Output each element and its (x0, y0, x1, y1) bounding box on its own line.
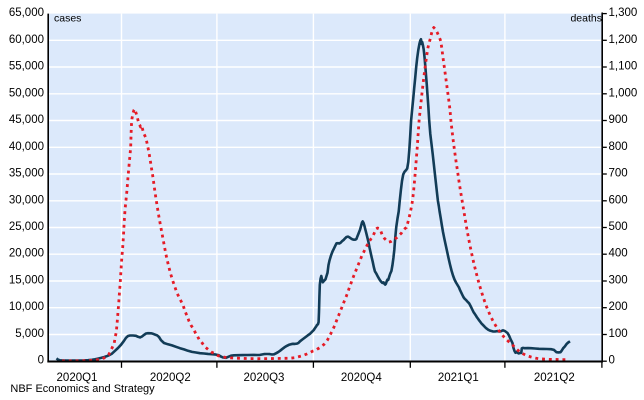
svg-text:55,000: 55,000 (9, 61, 44, 73)
svg-text:45,000: 45,000 (9, 114, 44, 126)
svg-text:15,000: 15,000 (9, 275, 44, 287)
svg-text:500: 500 (609, 221, 628, 233)
svg-text:0: 0 (38, 355, 44, 367)
svg-text:65,000: 65,000 (9, 7, 44, 19)
svg-text:300: 300 (609, 275, 628, 287)
svg-text:10,000: 10,000 (9, 301, 44, 313)
svg-text:1,300: 1,300 (609, 7, 638, 19)
svg-text:NBF Economics and Strategy: NBF Economics and Strategy (10, 383, 155, 395)
svg-text:2021Q1: 2021Q1 (438, 372, 479, 384)
svg-text:30,000: 30,000 (9, 194, 44, 206)
svg-text:1,100: 1,100 (609, 61, 638, 73)
svg-text:2021Q2: 2021Q2 (534, 372, 575, 384)
svg-text:deaths: deaths (570, 12, 602, 24)
svg-text:25,000: 25,000 (9, 221, 44, 233)
svg-text:100: 100 (609, 328, 628, 340)
svg-text:2020Q4: 2020Q4 (341, 372, 383, 384)
svg-text:1,200: 1,200 (609, 34, 638, 46)
svg-text:50,000: 50,000 (9, 87, 44, 99)
svg-text:700: 700 (609, 168, 628, 180)
svg-text:400: 400 (609, 248, 628, 260)
svg-text:2020Q1: 2020Q1 (57, 372, 98, 384)
svg-text:60,000: 60,000 (9, 34, 44, 46)
svg-text:2020Q2: 2020Q2 (150, 372, 191, 384)
svg-text:40,000: 40,000 (9, 141, 44, 153)
svg-text:2020Q3: 2020Q3 (244, 372, 285, 384)
svg-text:0: 0 (609, 355, 615, 367)
svg-text:cases: cases (54, 12, 81, 24)
svg-text:800: 800 (609, 141, 628, 153)
svg-text:900: 900 (609, 114, 628, 126)
svg-text:200: 200 (609, 301, 628, 313)
svg-text:35,000: 35,000 (9, 168, 44, 180)
svg-text:600: 600 (609, 194, 628, 206)
svg-text:1,000: 1,000 (609, 87, 638, 99)
svg-text:20,000: 20,000 (9, 248, 44, 260)
svg-text:5,000: 5,000 (15, 328, 44, 340)
